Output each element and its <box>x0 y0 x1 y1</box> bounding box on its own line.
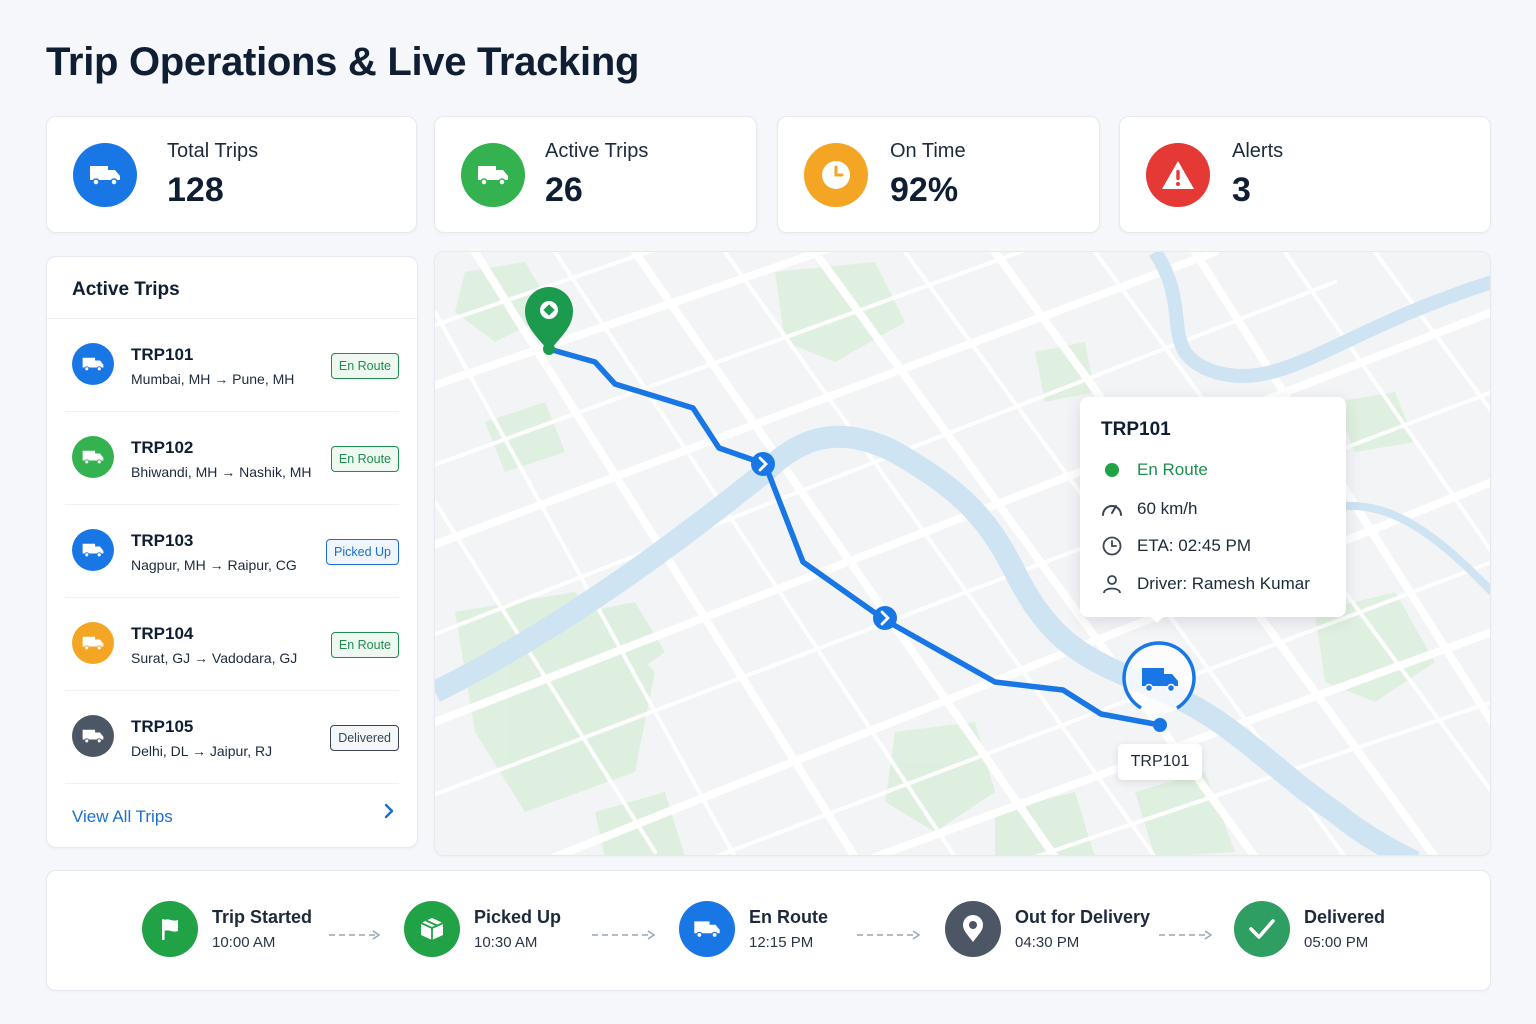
status-badge: En Route <box>330 632 399 658</box>
alert-triangle-icon <box>1146 142 1210 207</box>
map-canvas[interactable] <box>435 252 1491 856</box>
timeline-connector <box>329 930 381 940</box>
trip-route: Nagpur, MH → Raipur, CG <box>131 557 297 573</box>
stat-card-active-trips[interactable]: Active Trips 26 <box>434 116 757 233</box>
vehicle-marker-icon <box>1122 641 1196 732</box>
status-badge: Picked Up <box>326 539 399 565</box>
stat-label: Total Trips <box>167 139 259 162</box>
trip-row[interactable]: TRP105 Delhi, DL → Jaipur, RJ Delivered <box>65 691 399 784</box>
trip-route: Surat, GJ → Vadodara, GJ <box>131 650 298 666</box>
timeline-step-trip-started: Trip Started 10:00 AM <box>142 901 312 957</box>
step-time: 10:30 AM <box>474 934 538 951</box>
trip-route: Bhiwandi, MH → Nashik, MH <box>131 464 312 480</box>
speedometer-icon <box>1101 498 1123 520</box>
truck-icon <box>72 343 114 385</box>
step-label: Trip Started <box>212 907 313 927</box>
step-label: En Route <box>749 907 828 927</box>
timeline-step-picked-up: Picked Up 10:30 AM <box>404 901 561 957</box>
step-time: 10:00 AM <box>212 934 276 951</box>
trip-row[interactable]: TRP103 Nagpur, MH → Raipur, CG Picked Up <box>65 505 399 598</box>
status-badge: Delivered <box>330 725 399 751</box>
stat-value: 128 <box>167 170 224 209</box>
popup-driver: Driver: Ramesh Kumar <box>1101 573 1310 595</box>
flag-icon <box>142 901 198 957</box>
start-location-pin-icon <box>525 287 573 355</box>
stat-value: 92% <box>890 170 959 209</box>
step-time: 12:15 PM <box>749 934 814 951</box>
stat-card-on-time[interactable]: On Time 92% <box>777 116 1100 233</box>
timeline-step-en-route: En Route 12:15 PM <box>679 901 828 957</box>
trip-route: Delhi, DL → Jaipur, RJ <box>131 743 273 759</box>
page-title: Trip Operations & Live Tracking <box>46 40 640 84</box>
timeline-connector <box>592 930 656 940</box>
stat-value: 26 <box>545 170 583 209</box>
chevron-right-icon[interactable] <box>383 802 395 825</box>
clock-icon <box>1101 535 1123 557</box>
step-label: Out for Delivery <box>1015 907 1151 927</box>
timeline-step-delivered: Delivered 05:00 PM <box>1234 901 1385 957</box>
active-trips-title: Active Trips <box>47 257 417 319</box>
truck-icon <box>72 715 114 757</box>
active-trips-panel: Active Trips TRP101 Mumbai, MH → Pune, M… <box>46 256 418 848</box>
step-label: Picked Up <box>474 907 562 927</box>
timeline-connector <box>1159 930 1213 940</box>
trip-row[interactable]: TRP101 Mumbai, MH → Pune, MH En Route <box>65 319 399 412</box>
live-map[interactable]: TRP101 En Route 60 km/h ETA: 02:45 PM Dr… <box>434 251 1491 856</box>
waypoint-icon <box>751 452 775 476</box>
step-label: Delivered <box>1304 907 1386 927</box>
popup-title: TRP101 <box>1101 419 1171 440</box>
view-all-trips-link[interactable]: View All Trips <box>72 807 173 826</box>
trip-row[interactable]: TRP102 Bhiwandi, MH → Nashik, MH En Rout… <box>65 412 399 505</box>
truck-icon <box>72 622 114 664</box>
package-icon <box>404 901 460 957</box>
popup-status: En Route <box>1101 459 1208 481</box>
truck-icon <box>72 436 114 478</box>
truck-icon <box>679 901 735 957</box>
trip-id: TRP103 <box>131 531 194 550</box>
stat-value: 3 <box>1232 170 1251 209</box>
stat-label: Alerts <box>1232 139 1284 162</box>
trip-timeline: Trip Started 10:00 AM Picked Up 10:30 AM… <box>46 870 1491 991</box>
popup-speed: 60 km/h <box>1101 498 1197 520</box>
clock-icon <box>804 142 868 207</box>
truck-icon <box>72 529 114 571</box>
stat-card-total-trips[interactable]: Total Trips 128 <box>46 116 417 233</box>
waypoint-icon <box>873 606 897 630</box>
truck-icon <box>73 142 137 207</box>
popup-eta: ETA: 02:45 PM <box>1101 535 1251 557</box>
trip-id: TRP101 <box>131 345 194 364</box>
trip-info-popup: TRP101 En Route 60 km/h ETA: 02:45 PM Dr… <box>1080 397 1346 617</box>
status-badge: En Route <box>330 353 399 379</box>
status-dot-icon <box>1101 459 1123 481</box>
location-pin-icon <box>945 901 1001 957</box>
trip-row[interactable]: TRP104 Surat, GJ → Vadodara, GJ En Route <box>65 598 399 691</box>
status-badge: En Route <box>330 446 399 472</box>
stat-label: Active Trips <box>545 139 649 162</box>
stat-card-alerts[interactable]: Alerts 3 <box>1119 116 1491 233</box>
step-time: 05:00 PM <box>1304 934 1369 951</box>
vehicle-label[interactable]: TRP101 <box>1118 744 1202 780</box>
trip-route: Mumbai, MH → Pune, MH <box>131 371 295 387</box>
stat-label: On Time <box>890 139 966 162</box>
trip-id: TRP104 <box>131 624 194 643</box>
user-icon <box>1101 573 1123 595</box>
check-icon <box>1234 901 1290 957</box>
popup-tail <box>1147 613 1167 623</box>
timeline-step-out-for-delivery: Out for Delivery 04:30 PM <box>945 901 1150 957</box>
truck-icon <box>461 142 525 207</box>
timeline-connector <box>857 930 921 940</box>
trip-id: TRP102 <box>131 438 194 457</box>
step-time: 04:30 PM <box>1015 934 1080 951</box>
trip-id: TRP105 <box>131 717 194 736</box>
